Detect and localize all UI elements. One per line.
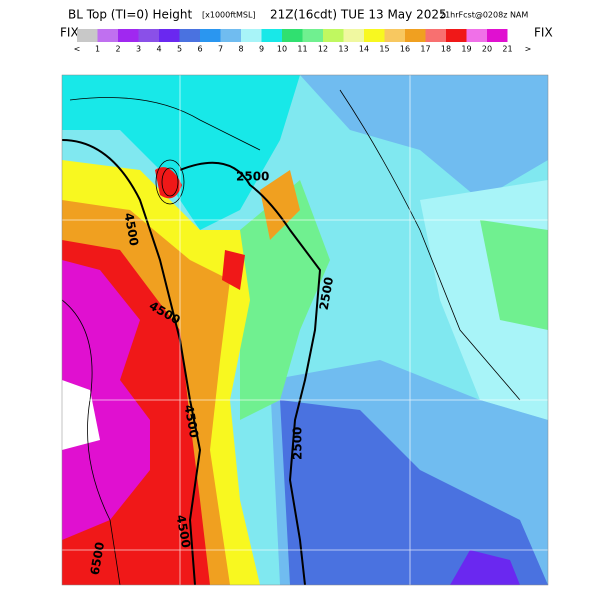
legend: <1 2 3 4 5 6 7 8 9 10 11 12 13 14 15 16 17 18 19 20 21 > bbox=[74, 29, 532, 54]
legend-swatch bbox=[384, 29, 405, 42]
contour-label: 2500 bbox=[317, 276, 337, 311]
legend-label: 14 bbox=[359, 45, 369, 54]
legend-swatch bbox=[343, 29, 364, 42]
legend-swatch bbox=[241, 29, 262, 42]
legend-label: 5 bbox=[177, 45, 182, 54]
field bbox=[450, 550, 520, 585]
field bbox=[240, 180, 330, 420]
legend-label: 19 bbox=[461, 45, 471, 54]
legend-label: 4 bbox=[156, 45, 161, 54]
field bbox=[62, 75, 300, 230]
fix-right: FIX bbox=[534, 26, 553, 40]
legend-label: > bbox=[525, 45, 532, 54]
legend-label: 8 bbox=[238, 45, 243, 54]
legend-swatch bbox=[507, 29, 528, 42]
legend-label: 1 bbox=[95, 45, 100, 54]
legend-label: 2 bbox=[115, 45, 120, 54]
legend-label: 21 bbox=[502, 45, 512, 54]
legend-swatch bbox=[179, 29, 200, 42]
legend-swatch bbox=[323, 29, 344, 42]
forecast: 21hrFcst@0208z NAM bbox=[440, 11, 528, 20]
legend-swatch bbox=[364, 29, 385, 42]
fix-left: FIX bbox=[60, 26, 79, 40]
contour-label: 4500 bbox=[174, 514, 194, 549]
field bbox=[280, 400, 548, 585]
legend-label: 16 bbox=[400, 45, 410, 54]
legend-swatch bbox=[77, 29, 98, 42]
legend-label: 3 bbox=[136, 45, 141, 54]
units: [x1000ftMSL] bbox=[202, 11, 256, 20]
legend-label: < bbox=[74, 45, 81, 54]
legend-swatch bbox=[446, 29, 467, 42]
contour-label: 4500 bbox=[122, 212, 142, 247]
legend-label: 6 bbox=[197, 45, 202, 54]
title: BL Top (TI=0) Height bbox=[68, 8, 192, 22]
legend-swatch bbox=[159, 29, 180, 42]
legend-label: 13 bbox=[338, 45, 348, 54]
legend-label: 17 bbox=[420, 45, 430, 54]
borders bbox=[62, 75, 548, 585]
legend-swatch bbox=[405, 29, 426, 42]
legend-swatch bbox=[200, 29, 221, 42]
legend-swatch bbox=[220, 29, 241, 42]
legend-swatch bbox=[118, 29, 139, 42]
legend-label: 9 bbox=[259, 45, 264, 54]
map: 2500 4500 4500 2500 4500 2500 4500 6500 bbox=[61, 74, 549, 586]
legend-swatch bbox=[487, 29, 508, 42]
legend-swatch bbox=[282, 29, 303, 42]
map-frame bbox=[61, 74, 549, 586]
valid-time: 21Z(16cdt) TUE 13 May 2025 bbox=[270, 8, 447, 22]
field bbox=[480, 220, 548, 330]
legend-label: 15 bbox=[379, 45, 389, 54]
legend-swatch bbox=[97, 29, 118, 42]
legend-label: 20 bbox=[482, 45, 492, 54]
legend-swatch bbox=[138, 29, 159, 42]
legend-swatch bbox=[466, 29, 487, 42]
legend-swatch bbox=[302, 29, 323, 42]
contour-label: 4500 bbox=[182, 404, 202, 439]
legend-label: 11 bbox=[297, 45, 307, 54]
legend-label: 10 bbox=[277, 45, 287, 54]
legend-swatch bbox=[425, 29, 446, 42]
contour-label: 2500 bbox=[291, 427, 305, 460]
field bbox=[260, 170, 300, 240]
legend-swatch bbox=[261, 29, 282, 42]
field bbox=[155, 167, 182, 199]
field bbox=[222, 250, 245, 290]
legend-label: 7 bbox=[218, 45, 223, 54]
legend-label: 18 bbox=[441, 45, 451, 54]
contour-label: 2500 bbox=[236, 170, 269, 184]
contour-label: 6500 bbox=[88, 541, 108, 576]
field bbox=[300, 75, 548, 200]
legend-label: 12 bbox=[318, 45, 328, 54]
